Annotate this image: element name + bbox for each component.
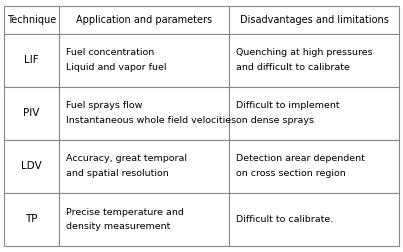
Text: Liquid and vapor fuel: Liquid and vapor fuel bbox=[66, 63, 166, 72]
Bar bbox=[4, 34, 58, 87]
Text: Difficult to implement: Difficult to implement bbox=[236, 101, 340, 110]
Text: Fuel concentration: Fuel concentration bbox=[66, 48, 154, 57]
Text: and spatial resolution: and spatial resolution bbox=[66, 169, 168, 178]
Text: Precise temperature and: Precise temperature and bbox=[66, 207, 183, 216]
Text: Quenching at high pressures: Quenching at high pressures bbox=[236, 48, 373, 57]
Text: Instantaneous whole field velocities: Instantaneous whole field velocities bbox=[66, 116, 236, 125]
Text: TP: TP bbox=[25, 214, 37, 225]
Bar bbox=[229, 34, 399, 87]
Bar bbox=[58, 34, 229, 87]
Text: LIF: LIF bbox=[24, 55, 39, 65]
Bar bbox=[4, 140, 58, 193]
Text: PIV: PIV bbox=[23, 108, 39, 118]
Bar bbox=[229, 87, 399, 140]
Bar bbox=[229, 140, 399, 193]
Text: Application and parameters: Application and parameters bbox=[76, 15, 212, 25]
Bar bbox=[4, 193, 58, 246]
Text: Accuracy, great temporal: Accuracy, great temporal bbox=[66, 154, 187, 163]
Bar bbox=[58, 140, 229, 193]
Bar bbox=[229, 193, 399, 246]
Text: density measurement: density measurement bbox=[66, 222, 170, 231]
Bar bbox=[58, 87, 229, 140]
Text: and difficult to calibrate: and difficult to calibrate bbox=[236, 63, 350, 72]
Text: Detection arear dependent: Detection arear dependent bbox=[236, 154, 365, 163]
Text: Technique: Technique bbox=[6, 15, 56, 25]
Text: Difficult to calibrate.: Difficult to calibrate. bbox=[236, 215, 333, 224]
Text: Disadvantages and limitations: Disadvantages and limitations bbox=[240, 15, 388, 25]
Text: on dense sprays: on dense sprays bbox=[236, 116, 314, 125]
Bar bbox=[4, 87, 58, 140]
Text: on cross section region: on cross section region bbox=[236, 169, 346, 178]
Bar bbox=[58, 193, 229, 246]
Text: LDV: LDV bbox=[21, 161, 42, 171]
Text: Fuel sprays flow: Fuel sprays flow bbox=[66, 101, 142, 110]
Bar bbox=[4, 6, 399, 34]
